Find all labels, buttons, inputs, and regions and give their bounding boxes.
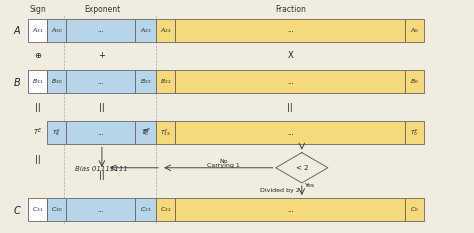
Text: ...: ... xyxy=(287,27,294,33)
Text: Divided by 2: Divided by 2 xyxy=(260,188,300,193)
Text: $C_{23}$: $C_{23}$ xyxy=(140,205,152,214)
Bar xyxy=(175,19,405,42)
Text: $T^F_{23}$: $T^F_{23}$ xyxy=(160,127,172,138)
Bar xyxy=(175,121,405,144)
Text: ...: ... xyxy=(97,79,104,85)
Text: ||: || xyxy=(35,155,41,164)
Text: $B_{30}$: $B_{30}$ xyxy=(51,77,63,86)
Text: $C_{22}$: $C_{22}$ xyxy=(160,205,172,214)
Text: $A_{22}$: $A_{22}$ xyxy=(160,26,172,35)
Text: Carrying 1: Carrying 1 xyxy=(207,163,239,168)
Text: ||: || xyxy=(35,103,41,112)
Text: Sign: Sign xyxy=(29,5,46,14)
Text: $A_0$: $A_0$ xyxy=(410,26,419,35)
Text: $B_{31}$: $B_{31}$ xyxy=(32,77,44,86)
Text: ...: ... xyxy=(97,27,104,33)
Bar xyxy=(28,19,47,42)
Bar xyxy=(28,70,47,93)
Text: $C_0$: $C_0$ xyxy=(410,205,419,214)
Bar xyxy=(156,19,175,42)
Text: ⊕: ⊕ xyxy=(35,51,41,60)
Text: < 2: < 2 xyxy=(296,165,308,171)
Text: Yes: Yes xyxy=(305,183,315,188)
Bar xyxy=(47,121,66,144)
Bar xyxy=(405,198,424,221)
Bar xyxy=(66,19,135,42)
Text: $B_0$: $B_0$ xyxy=(410,77,419,86)
Bar xyxy=(135,19,156,42)
Text: ||: || xyxy=(99,171,105,180)
Bar xyxy=(405,70,424,93)
Text: $C_{31}$: $C_{31}$ xyxy=(32,205,44,214)
Bar xyxy=(135,70,156,93)
Text: ||: || xyxy=(287,103,293,112)
Bar xyxy=(47,19,66,42)
Text: No: No xyxy=(219,159,228,164)
Text: ...: ... xyxy=(287,207,294,213)
Bar xyxy=(156,198,175,221)
Text: $A_{23}$: $A_{23}$ xyxy=(140,26,152,35)
Text: $B_{23}$: $B_{23}$ xyxy=(140,77,152,86)
Bar xyxy=(28,198,47,221)
Text: $A_{31}$: $A_{31}$ xyxy=(32,26,44,35)
Bar xyxy=(66,121,135,144)
Text: $T^E_8$: $T^E_8$ xyxy=(53,127,61,138)
Text: $T^E_0$: $T^E_0$ xyxy=(141,127,150,138)
Text: Fraction: Fraction xyxy=(275,5,306,14)
Text: ...: ... xyxy=(287,79,294,85)
Text: $T^E$: $T^E$ xyxy=(33,127,43,138)
Bar xyxy=(135,121,156,144)
Bar xyxy=(47,198,66,221)
Text: X: X xyxy=(287,51,293,60)
Text: $\mathit{A}$: $\mathit{A}$ xyxy=(13,24,21,36)
Bar xyxy=(47,70,66,93)
Text: $T^F$: $T^F$ xyxy=(142,127,152,138)
Text: ...: ... xyxy=(97,130,104,136)
Text: $T^F_0$: $T^F_0$ xyxy=(410,127,419,138)
Text: Bias 01111111: Bias 01111111 xyxy=(75,166,128,172)
Text: $C_{30}$: $C_{30}$ xyxy=(51,205,63,214)
Bar xyxy=(156,70,175,93)
Bar xyxy=(66,198,135,221)
Polygon shape xyxy=(276,153,328,183)
Text: ...: ... xyxy=(97,207,104,213)
Text: $\mathit{C}$: $\mathit{C}$ xyxy=(12,204,21,216)
Bar xyxy=(405,19,424,42)
Bar xyxy=(156,121,175,144)
Text: $\mathit{B}$: $\mathit{B}$ xyxy=(13,75,21,88)
Text: Exponent: Exponent xyxy=(84,5,120,14)
Text: $B_{22}$: $B_{22}$ xyxy=(160,77,172,86)
Bar xyxy=(175,70,405,93)
Text: +: + xyxy=(99,51,105,60)
Bar xyxy=(175,198,405,221)
Bar xyxy=(405,121,424,144)
Text: ...: ... xyxy=(287,130,294,136)
Bar xyxy=(66,70,135,93)
Text: $A_{30}$: $A_{30}$ xyxy=(51,26,63,35)
Text: ||: || xyxy=(99,103,105,112)
Bar xyxy=(135,198,156,221)
